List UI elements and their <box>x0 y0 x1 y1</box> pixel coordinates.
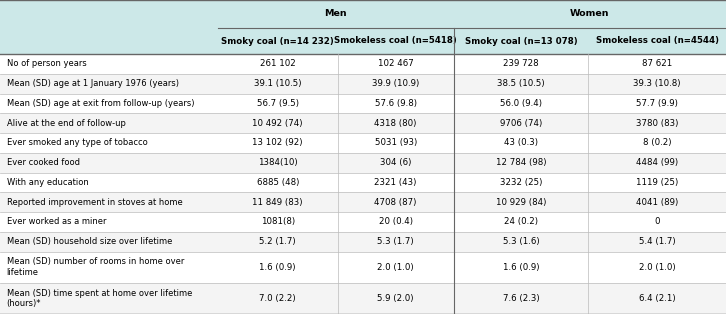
Text: 2.0 (1.0): 2.0 (1.0) <box>639 263 675 272</box>
Text: 3780 (83): 3780 (83) <box>636 119 678 128</box>
Text: 1384(10): 1384(10) <box>258 158 298 167</box>
Text: 4318 (80): 4318 (80) <box>375 119 417 128</box>
Text: 57.6 (9.8): 57.6 (9.8) <box>375 99 417 108</box>
Text: 39.3 (10.8): 39.3 (10.8) <box>633 79 681 88</box>
Text: 24 (0.2): 24 (0.2) <box>504 218 538 226</box>
Text: 6885 (48): 6885 (48) <box>256 178 299 187</box>
Text: Mean (SD) time spent at home over lifetime
(hours)*: Mean (SD) time spent at home over lifeti… <box>7 289 192 308</box>
Text: Smokeless coal (n=4544): Smokeless coal (n=4544) <box>595 36 719 46</box>
Text: 12 784 (98): 12 784 (98) <box>496 158 546 167</box>
Text: Women: Women <box>570 9 610 19</box>
Text: 43 (0.3): 43 (0.3) <box>504 138 538 147</box>
Text: Mean (SD) household size over lifetime: Mean (SD) household size over lifetime <box>7 237 172 246</box>
Text: 5.2 (1.7): 5.2 (1.7) <box>259 237 296 246</box>
Text: 1119 (25): 1119 (25) <box>636 178 678 187</box>
Bar <box>0 153 726 173</box>
Text: Ever cooked food: Ever cooked food <box>7 158 80 167</box>
Text: 239 728: 239 728 <box>503 59 539 68</box>
Text: 5.3 (1.7): 5.3 (1.7) <box>378 237 414 246</box>
Text: 57.7 (9.9): 57.7 (9.9) <box>636 99 678 108</box>
Text: 38.5 (10.5): 38.5 (10.5) <box>497 79 544 88</box>
Text: 5.3 (1.6): 5.3 (1.6) <box>502 237 539 246</box>
Text: Reported improvement in stoves at home: Reported improvement in stoves at home <box>7 198 182 207</box>
Bar <box>0 0 726 54</box>
Text: 87 621: 87 621 <box>642 59 672 68</box>
Text: 304 (6): 304 (6) <box>380 158 412 167</box>
Text: Smokeless coal (n=5418): Smokeless coal (n=5418) <box>334 36 457 46</box>
Bar <box>0 212 726 232</box>
Text: Ever smoked any type of tobacco: Ever smoked any type of tobacco <box>7 138 147 147</box>
Text: 261 102: 261 102 <box>260 59 295 68</box>
Text: 7.6 (2.3): 7.6 (2.3) <box>502 294 539 303</box>
Bar <box>0 94 726 113</box>
Text: 11 849 (83): 11 849 (83) <box>253 198 303 207</box>
Text: 2.0 (1.0): 2.0 (1.0) <box>378 263 414 272</box>
Text: 2321 (43): 2321 (43) <box>375 178 417 187</box>
Text: 6.4 (2.1): 6.4 (2.1) <box>639 294 675 303</box>
Text: 39.1 (10.5): 39.1 (10.5) <box>254 79 301 88</box>
Text: 10 492 (74): 10 492 (74) <box>253 119 303 128</box>
Text: Mean (SD) age at 1 January 1976 (years): Mean (SD) age at 1 January 1976 (years) <box>7 79 179 88</box>
Text: 0: 0 <box>654 218 660 226</box>
Text: 13 102 (92): 13 102 (92) <box>253 138 303 147</box>
Bar <box>0 133 726 153</box>
Bar <box>0 74 726 94</box>
Text: No of person years: No of person years <box>7 59 86 68</box>
Text: 56.0 (9.4): 56.0 (9.4) <box>500 99 542 108</box>
Bar <box>0 173 726 192</box>
Bar <box>0 54 726 74</box>
Text: 102 467: 102 467 <box>378 59 414 68</box>
Text: Men: Men <box>325 9 347 19</box>
Text: 9706 (74): 9706 (74) <box>499 119 542 128</box>
Text: 5.9 (2.0): 5.9 (2.0) <box>378 294 414 303</box>
Text: 10 929 (84): 10 929 (84) <box>496 198 546 207</box>
Bar <box>0 232 726 252</box>
Text: 5.4 (1.7): 5.4 (1.7) <box>639 237 675 246</box>
Text: 4484 (99): 4484 (99) <box>636 158 678 167</box>
Text: 1081(8): 1081(8) <box>261 218 295 226</box>
Text: 3232 (25): 3232 (25) <box>499 178 542 187</box>
Text: 4041 (89): 4041 (89) <box>636 198 678 207</box>
Text: Smoky coal (n=14 232): Smoky coal (n=14 232) <box>221 36 334 46</box>
Text: 7.0 (2.2): 7.0 (2.2) <box>259 294 296 303</box>
Text: 56.7 (9.5): 56.7 (9.5) <box>257 99 298 108</box>
Text: 20 (0.4): 20 (0.4) <box>379 218 412 226</box>
Text: 39.9 (10.9): 39.9 (10.9) <box>372 79 420 88</box>
Text: Smoky coal (n=13 078): Smoky coal (n=13 078) <box>465 36 577 46</box>
Text: 5031 (93): 5031 (93) <box>375 138 417 147</box>
Text: Ever worked as a miner: Ever worked as a miner <box>7 218 106 226</box>
Text: 8 (0.2): 8 (0.2) <box>643 138 672 147</box>
Text: Mean (SD) number of rooms in home over
lifetime: Mean (SD) number of rooms in home over l… <box>7 257 184 277</box>
Text: With any education: With any education <box>7 178 89 187</box>
Bar <box>0 252 726 283</box>
Bar <box>0 113 726 133</box>
Text: 1.6 (0.9): 1.6 (0.9) <box>502 263 539 272</box>
Text: Alive at the end of follow-up: Alive at the end of follow-up <box>7 119 126 128</box>
Text: 4708 (87): 4708 (87) <box>375 198 417 207</box>
Text: 1.6 (0.9): 1.6 (0.9) <box>259 263 296 272</box>
Bar <box>0 283 726 314</box>
Text: Mean (SD) age at exit from follow-up (years): Mean (SD) age at exit from follow-up (ye… <box>7 99 194 108</box>
Bar <box>0 192 726 212</box>
